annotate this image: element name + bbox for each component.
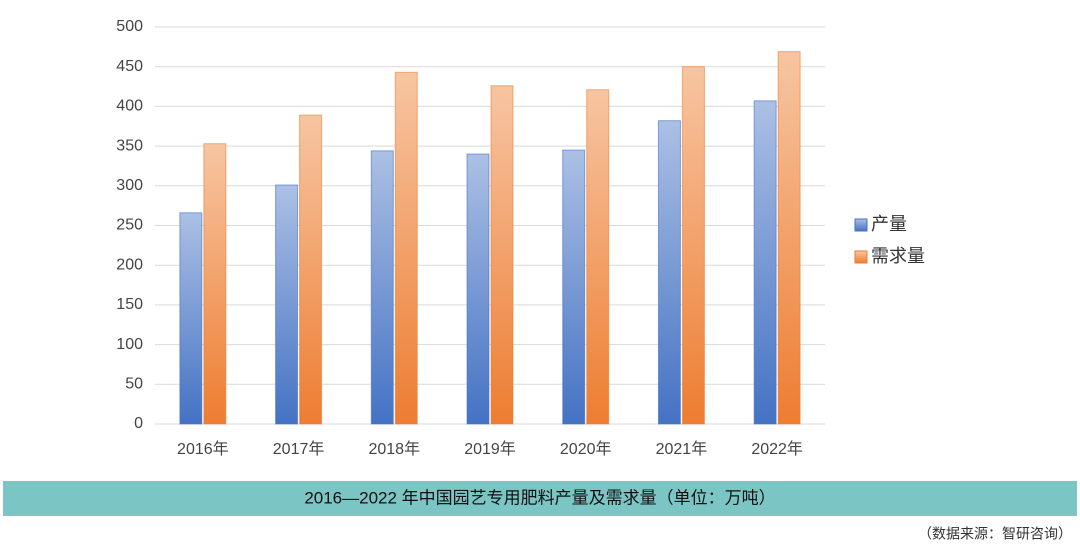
bar xyxy=(657,120,681,425)
x-tick-label: 2019年 xyxy=(464,440,516,458)
bar xyxy=(466,153,490,425)
bar xyxy=(275,184,299,425)
legend-label: 需求量 xyxy=(871,246,925,266)
y-tick-label: 200 xyxy=(116,256,143,273)
y-tick-label: 150 xyxy=(116,296,143,313)
bar xyxy=(586,89,610,425)
x-tick-label: 2020年 xyxy=(560,440,612,458)
bar xyxy=(777,51,801,425)
legend-label: 产量 xyxy=(871,214,907,234)
bar xyxy=(370,150,394,425)
y-tick-label: 50 xyxy=(125,376,143,393)
x-tick-label: 2017年 xyxy=(273,440,325,458)
chart-title: 2016—2022 年中国园艺专用肥料产量及需求量（单位：万吨） xyxy=(304,488,775,507)
x-tick-label: 2016年 xyxy=(177,440,229,458)
legend-swatch xyxy=(854,218,868,232)
bar xyxy=(490,85,514,425)
bar xyxy=(394,71,418,425)
bar xyxy=(681,66,705,425)
y-tick-label: 450 xyxy=(116,58,143,75)
bar xyxy=(203,143,227,425)
y-tick-label: 300 xyxy=(116,177,143,194)
y-tick-label: 250 xyxy=(116,217,143,234)
legend-swatch xyxy=(854,250,868,264)
source-note: （数据来源：智研咨询） xyxy=(918,526,1072,542)
x-tick-label: 2018年 xyxy=(368,440,420,458)
y-tick-label: 0 xyxy=(134,415,143,432)
y-tick-label: 350 xyxy=(116,137,143,154)
bar xyxy=(562,149,586,425)
y-tick-label: 500 xyxy=(116,18,143,35)
y-tick-label: 400 xyxy=(116,98,143,115)
bar xyxy=(299,114,323,425)
x-tick-label: 2021年 xyxy=(656,440,708,458)
x-tick-label: 2022年 xyxy=(751,440,803,458)
y-tick-label: 100 xyxy=(116,336,143,353)
bar xyxy=(179,212,203,425)
title-banner xyxy=(3,481,1077,516)
bar xyxy=(753,100,777,425)
